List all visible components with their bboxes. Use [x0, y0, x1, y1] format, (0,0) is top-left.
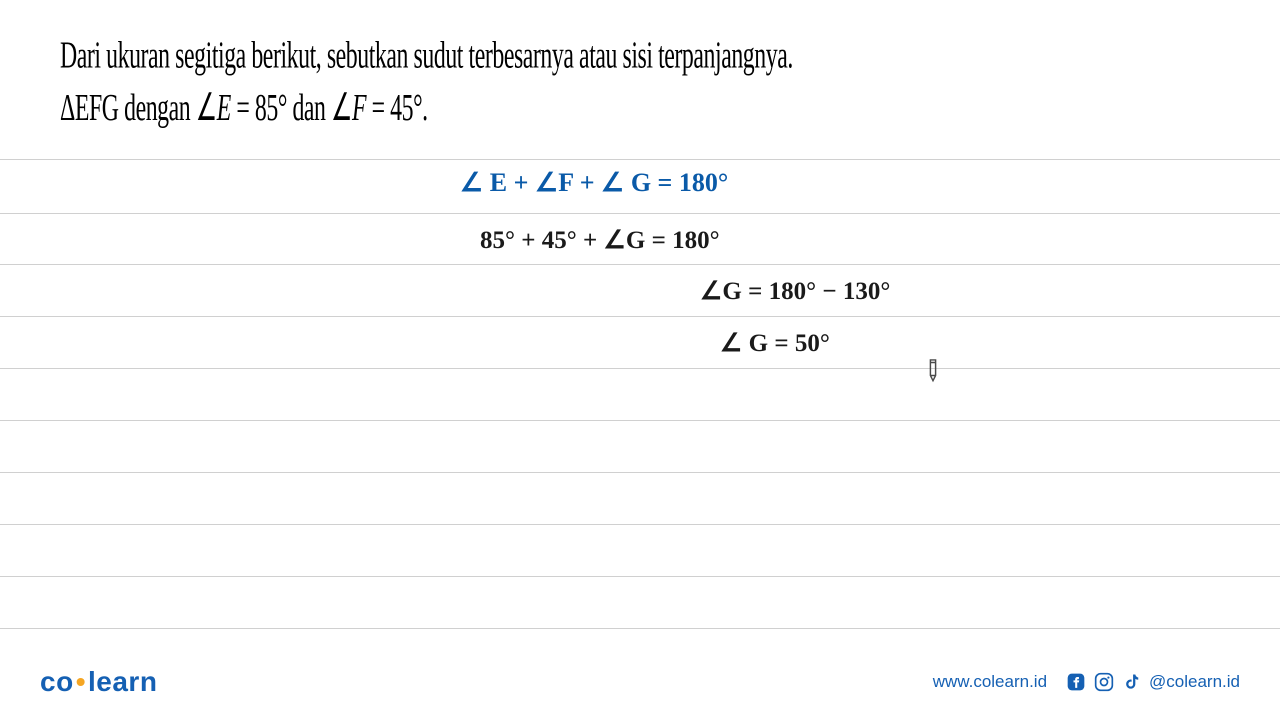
pencil-icon	[917, 353, 948, 384]
ruled-line	[0, 576, 1280, 577]
footer-handle: @colearn.id	[1149, 672, 1240, 692]
work-line-1: ∠ E + ∠F + ∠ G = 180°	[460, 168, 728, 198]
ruled-line	[0, 316, 1280, 317]
logo: co•learn	[40, 666, 157, 698]
ruled-line	[0, 264, 1280, 265]
logo-co: co	[40, 666, 74, 697]
facebook-icon	[1065, 671, 1087, 693]
social-icons: @colearn.id	[1065, 671, 1240, 693]
footer: co•learn www.colearn.id @colearn.id	[0, 662, 1280, 702]
ruled-line	[0, 472, 1280, 473]
question-line-1: Dari ukuran segitiga berikut, sebutkan s…	[60, 35, 793, 78]
question-line-2: ΔEFG dengan ∠E = 85° dan ∠F = 45°.	[60, 85, 793, 131]
ruled-line	[0, 159, 1280, 160]
footer-right: www.colearn.id @colearn.id	[933, 671, 1240, 693]
work-line-4: ∠ G = 50°	[720, 328, 830, 358]
work-line-3: ∠G = 180° − 130°	[700, 276, 890, 306]
ruled-line	[0, 628, 1280, 629]
ruled-line	[0, 420, 1280, 421]
tiktok-icon	[1121, 671, 1143, 693]
ruled-line	[0, 524, 1280, 525]
logo-learn: learn	[88, 666, 157, 697]
ruled-line	[0, 368, 1280, 369]
logo-dot: •	[76, 666, 86, 697]
ruled-line	[0, 213, 1280, 214]
instagram-icon	[1093, 671, 1115, 693]
footer-url: www.colearn.id	[933, 672, 1047, 692]
work-line-2: 85° + 45° + ∠G = 180°	[480, 225, 720, 255]
question-block: Dari ukuran segitiga berikut, sebutkan s…	[60, 35, 922, 119]
